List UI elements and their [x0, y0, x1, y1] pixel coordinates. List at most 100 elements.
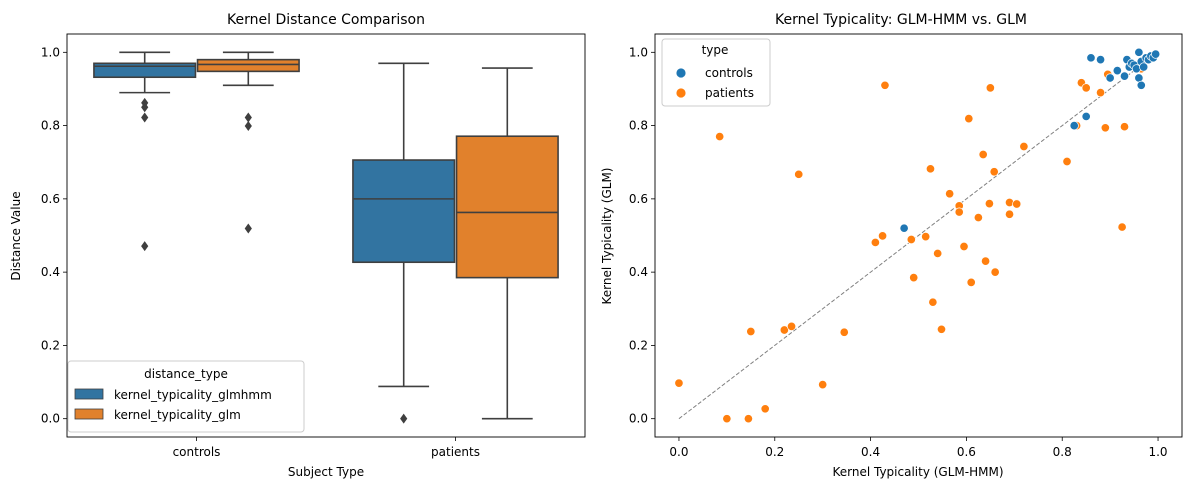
scatter-point-patients	[760, 404, 770, 414]
scatter-point-patients	[1019, 141, 1029, 152]
scatter-point-patients	[925, 164, 936, 174]
box-outlier	[244, 112, 252, 123]
scatter-point-patients	[981, 256, 991, 266]
scatter-point-patients	[715, 132, 725, 142]
legend-label-patients: patients	[705, 86, 754, 100]
y-tick-label: 0.4	[41, 265, 60, 279]
scatter-point-patients	[936, 324, 947, 334]
scatter-point-controls	[1081, 111, 1091, 121]
scatter-point-patients	[928, 297, 938, 307]
scatter-point-patients	[945, 189, 955, 199]
scatter-point-patients	[921, 232, 931, 242]
scatter-point-controls	[1096, 55, 1106, 65]
box-chart: Kernel Distance Comparison 0.00.20.40.60…	[9, 12, 586, 479]
box-chart-x-axis: controls patients	[173, 437, 480, 459]
legend-label-glm: kernel_typicality_glm	[114, 408, 241, 422]
scatter-point-patients	[973, 212, 983, 223]
box-chart-legend-title: distance_type	[144, 367, 228, 381]
y-tick-label: 0.6	[629, 192, 648, 206]
legend-marker-controls	[675, 67, 687, 79]
legend-label-glmhmm: kernel_typicality_glmhmm	[114, 388, 272, 402]
scatter-point-patients	[870, 237, 880, 248]
scatter-point-patients	[794, 169, 804, 179]
scatter-point-controls	[899, 223, 909, 233]
x-tick-label: 0.8	[1053, 445, 1072, 459]
box-chart-ylabel: Distance Value	[9, 191, 23, 280]
box-outlier	[141, 241, 149, 252]
scatter-point-patients	[909, 273, 919, 283]
scatter-point-patients	[933, 248, 943, 259]
box-outlier	[141, 112, 149, 123]
box-chart-frame	[66, 33, 586, 438]
scatter-point-patients	[779, 325, 789, 335]
box-chart-legend: distance_type kernel_typicality_glmhmm k…	[67, 360, 305, 433]
scatter-chart-frame	[654, 33, 1183, 438]
y-tick-label: 0.6	[41, 192, 60, 206]
scatter-point-patients	[954, 207, 964, 217]
scatter-point-controls	[1151, 49, 1161, 59]
box-outlier	[244, 223, 252, 234]
scatter-point-patients	[818, 380, 828, 390]
y-tick-label: 0.2	[41, 338, 60, 352]
box-outlier	[244, 120, 252, 131]
scatter-chart-xlabel: Kernel Typicality (GLM-HMM)	[832, 465, 1003, 479]
scatter-point-patients	[984, 199, 994, 209]
scatter-chart-ylabel: Kernel Typicality (GLM)	[600, 168, 614, 305]
legend-swatch-glm	[74, 408, 104, 420]
box-chart-y-axis: 0.0 0.2 0.4 0.6 0.8 1.0	[41, 45, 67, 426]
box-chart-xlabel: Subject Type	[288, 465, 364, 479]
scatter-point-controls	[1136, 80, 1146, 90]
box-body	[352, 159, 456, 264]
scatter-chart-legend-title: type	[702, 43, 729, 57]
y-tick-label: 1.0	[629, 45, 648, 59]
scatter-point-patients	[906, 234, 916, 245]
scatter-point-patients	[743, 414, 753, 424]
y-tick-label: 0.8	[629, 119, 648, 133]
scatter-chart-x-axis: 0.0 0.2 0.4 0.6 0.8 1.0	[669, 437, 1168, 459]
scatter-point-controls	[1112, 66, 1122, 76]
scatter-point-controls	[1139, 62, 1149, 72]
reference-line	[678, 51, 1159, 420]
box-chart-title: Kernel Distance Comparison	[227, 12, 425, 28]
box-outlier	[141, 102, 149, 113]
scatter-point-patients	[978, 149, 988, 160]
box-body	[93, 62, 197, 79]
legend-label-controls: controls	[705, 66, 753, 80]
scatter-point-patients	[674, 378, 684, 388]
scatter-point-patients	[1062, 156, 1072, 167]
scatter-point-controls	[1119, 71, 1130, 81]
y-tick-label: 0.0	[41, 412, 60, 426]
x-tick-label: controls	[173, 445, 221, 459]
box-chart-legend-frame	[67, 360, 305, 433]
box-body	[455, 135, 559, 279]
scatter-point-patients	[839, 327, 849, 337]
y-tick-label: 1.0	[41, 45, 60, 59]
scatter-point-controls	[1105, 73, 1115, 83]
legend-swatch-glmhmm	[74, 388, 104, 400]
scatter-point-patients	[985, 83, 995, 93]
scatter-chart-legend: type controls patients	[661, 38, 771, 107]
scatter-point-patients	[1012, 199, 1022, 209]
scatter-point-patients	[1004, 209, 1015, 219]
scatter-point-controls	[1086, 53, 1096, 63]
scatter-point-patients	[1119, 122, 1130, 132]
box-chart-plot-area	[93, 51, 559, 424]
scatter-point-controls	[1134, 47, 1144, 57]
scatter-point-patients	[1081, 83, 1091, 93]
scatter-point-patients	[786, 321, 797, 331]
scatter-chart-title: Kernel Typicality: GLM-HMM vs. GLM	[775, 12, 1027, 28]
box-body	[196, 58, 300, 73]
scatter-point-patients	[989, 167, 999, 177]
x-tick-label: 0.4	[861, 445, 880, 459]
scatter-chart: Kernel Typicality: GLM-HMM vs. GLM 0.00.…	[600, 12, 1183, 479]
scatter-point-patients	[878, 231, 888, 241]
scatter-chart-legend-frame	[661, 38, 771, 107]
scatter-point-patients	[1100, 123, 1110, 133]
scatter-point-patients	[1096, 88, 1106, 98]
legend-marker-patients	[675, 87, 687, 99]
y-tick-label: 0.8	[41, 119, 60, 133]
scatter-point-patients	[880, 80, 890, 90]
x-tick-label: 0.2	[765, 445, 784, 459]
scatter-chart-plot-area	[674, 47, 1161, 424]
